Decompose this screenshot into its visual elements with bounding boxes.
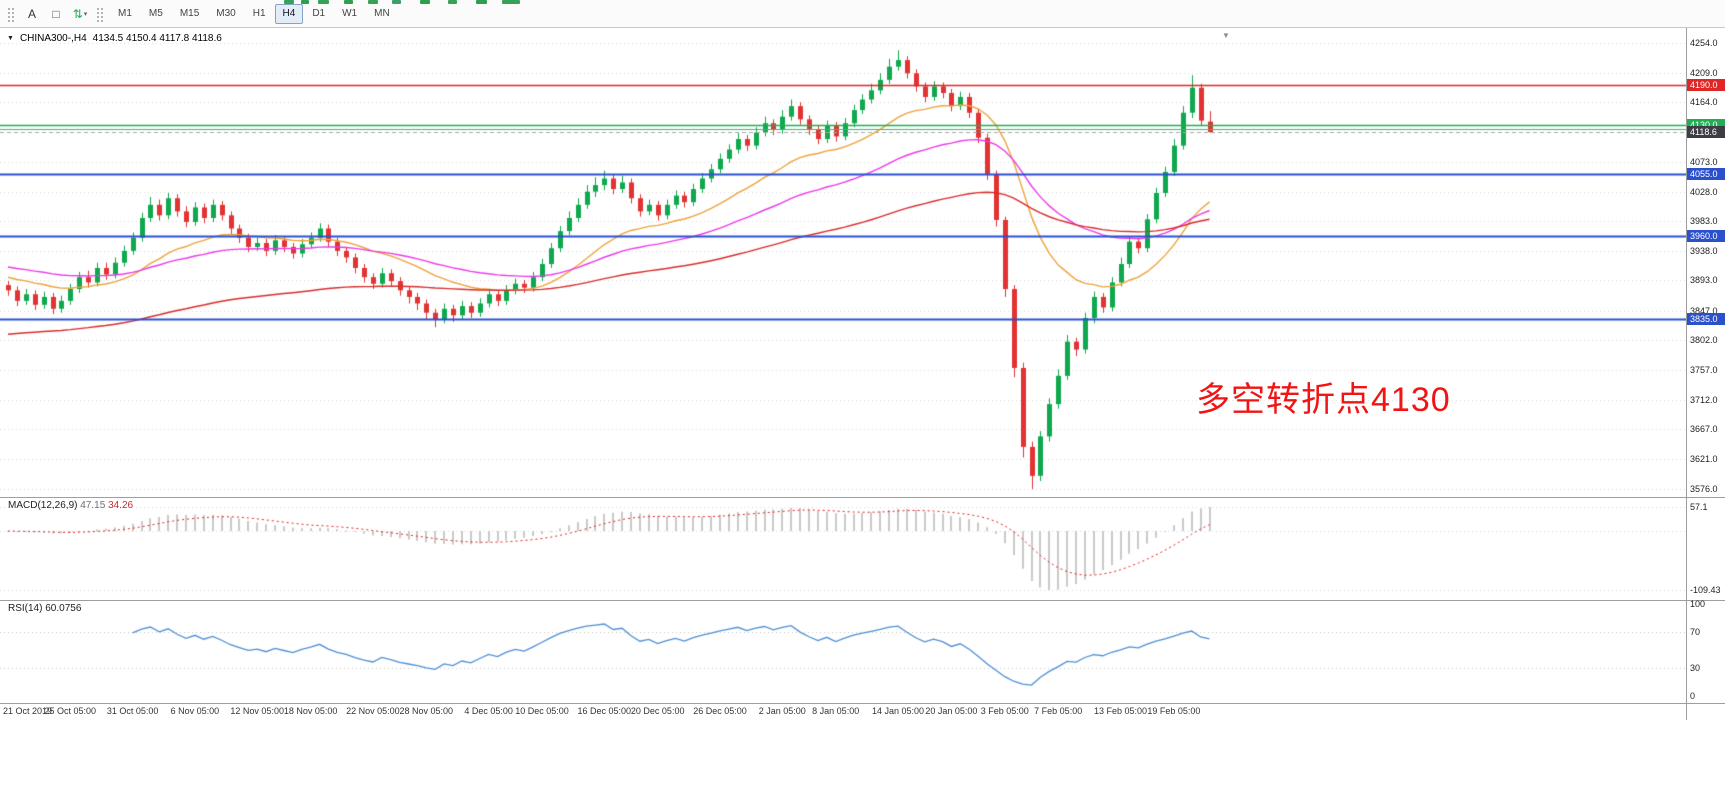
timeframe-button-m30[interactable]: M30 — [216, 8, 236, 19]
price-tick-label: 4073.0 — [1690, 157, 1718, 168]
price-badge: 3960.0 — [1687, 230, 1725, 243]
price-badge: 3835.0 — [1687, 312, 1725, 325]
time-axis-label[interactable]: 2 Jan 05:00 — [758, 706, 806, 716]
rsi-scale-label: 100 — [1690, 599, 1706, 609]
tool-button-text-box[interactable]: □ — [45, 3, 67, 25]
clipped-icon-fragment — [301, 0, 309, 4]
chevron-down-icon: ▾ — [83, 10, 88, 18]
time-axis-label[interactable]: 21 Oct 2019 — [3, 706, 53, 716]
time-axis-label[interactable]: 20 Jan 05:00 — [925, 706, 978, 716]
clipped-icon-fragment — [318, 0, 329, 4]
price-tick-label: 4164.0 — [1690, 97, 1718, 108]
time-axis-label[interactable]: 19 Feb 05:00 — [1147, 706, 1201, 716]
text-box-icon: □ — [52, 6, 60, 21]
macd-label: MACD(12,26,9) 47.15 34.26 — [8, 500, 133, 511]
chart-annotation-text[interactable]: 多空转折点4130 — [1196, 381, 1451, 419]
time-axis-label[interactable]: 22 Nov 05:00 — [346, 706, 400, 716]
timeframe-button-mn[interactable]: MN — [374, 8, 390, 19]
macd-name: MACD(12,26,9) — [8, 500, 78, 511]
time-axis-label[interactable]: 3 Feb 05:00 — [980, 706, 1029, 716]
price-tick-label: 3576.0 — [1690, 484, 1718, 494]
tool-button-indicators[interactable]: ⇅ ▾ — [69, 3, 91, 25]
time-axis-label[interactable]: 20 Dec 05:00 — [630, 706, 685, 716]
clipped-icon-fragment — [368, 0, 378, 4]
rsi-scale-label: 30 — [1690, 663, 1701, 674]
price-tick-label: 4028.0 — [1690, 186, 1718, 197]
rsi-label: RSI(14) 60.0756 — [8, 603, 81, 614]
chart-title: ▼ CHINA300-,H4 4134.5 4150.4 4117.8 4118… — [7, 33, 222, 44]
toolbar-tools: A □ ⇅ ▾ — [21, 3, 91, 25]
price-tick-label: 3847.0 — [1690, 305, 1718, 316]
timeframe-button-d1[interactable]: D1 — [312, 8, 326, 19]
clipped-icon-fragment — [448, 0, 457, 4]
price-tick-label: 3938.0 — [1690, 245, 1718, 256]
macd-signal-value: 34.26 — [108, 500, 134, 511]
price-axis-separator — [1686, 28, 1687, 720]
toolbar-grip-2[interactable] — [96, 5, 105, 22]
time-axis-label[interactable]: 7 Feb 05:00 — [1034, 706, 1083, 716]
time-axis-label[interactable]: 16 Dec 05:00 — [577, 706, 632, 716]
timeframe-button-h4[interactable]: H4 — [274, 3, 304, 24]
time-axis-label[interactable]: 31 Oct 05:00 — [106, 706, 159, 716]
clipped-icon-fragment — [344, 0, 353, 4]
price-tick-label: 3893.0 — [1690, 275, 1718, 286]
time-axis-label[interactable]: 13 Feb 05:00 — [1093, 706, 1148, 716]
time-axis-label[interactable]: 8 Jan 05:00 — [812, 706, 860, 716]
price-chart-canvas[interactable] — [0, 28, 1686, 497]
timeframe-button-m1[interactable]: M1 — [118, 8, 132, 19]
price-tick-label: 4254.0 — [1690, 38, 1718, 48]
macd-scale-label: -109.43 — [1690, 585, 1721, 595]
time-axis-label[interactable]: 25 Oct 05:00 — [44, 706, 97, 716]
timeframe-bar: M1 M5 M15 M30 H1 H4 D1 W1 MN — [110, 3, 399, 24]
price-tick-label: 3621.0 — [1690, 454, 1718, 465]
clipped-icon-fragment — [502, 0, 520, 4]
macd-panel-divider[interactable] — [0, 497, 1725, 498]
rsi-scale-label: 70 — [1690, 626, 1701, 637]
time-axis-label[interactable]: 6 Nov 05:00 — [170, 706, 220, 716]
time-axis-divider — [0, 703, 1725, 704]
rsi-scale-label: 0 — [1690, 691, 1696, 701]
main-toolbar: A □ ⇅ ▾ M1 M5 M15 M30 H1 H4 D1 W1 MN — [0, 0, 1725, 28]
symbol-timeframe-label: CHINA300-,H4 — [19, 33, 87, 44]
rsi-name: RSI(14) — [8, 603, 43, 614]
rsi-panel-divider[interactable] — [0, 600, 1725, 601]
price-tick-label: 3802.0 — [1690, 335, 1718, 346]
cursor-a-icon: A — [27, 6, 36, 21]
chart-shift-marker[interactable]: ▼ — [1222, 31, 1230, 40]
macd-main-value: 47.15 — [80, 500, 106, 511]
time-axis-label[interactable]: 18 Nov 05:00 — [283, 706, 338, 716]
time-axis-label[interactable]: 26 Dec 05:00 — [693, 706, 747, 716]
price-badge: 4190.0 — [1687, 79, 1725, 92]
time-axis-label[interactable]: 10 Dec 05:00 — [515, 706, 569, 716]
clipped-icon-fragment — [476, 0, 487, 4]
clipped-icon-fragment — [284, 0, 294, 4]
symbol-dropdown-icon[interactable]: ▼ — [7, 35, 14, 42]
price-tick-label: 3667.0 — [1690, 424, 1718, 435]
price-tick-label: 3983.0 — [1690, 216, 1718, 227]
timeframe-button-w1[interactable]: W1 — [342, 8, 358, 19]
timeframe-button-m5[interactable]: M5 — [148, 8, 163, 19]
price-badge: 4118.6 — [1687, 126, 1725, 139]
time-axis-label[interactable]: 14 Jan 05:00 — [871, 706, 925, 716]
ohlc-values: 4134.5 4150.4 4117.8 4118.6 — [92, 33, 222, 44]
timeframe-button-h1[interactable]: H1 — [252, 8, 266, 19]
toolbar-grip[interactable] — [7, 5, 16, 22]
timeframe-button-m15[interactable]: M15 — [179, 8, 200, 19]
price-tick-label: 3757.0 — [1690, 364, 1718, 375]
time-axis-label[interactable]: 4 Dec 05:00 — [464, 706, 513, 716]
time-axis-label[interactable]: 12 Nov 05:00 — [230, 706, 284, 716]
price-tick-label: 4209.0 — [1690, 67, 1718, 78]
indicators-icon: ⇅ — [72, 6, 83, 21]
macd-chart-canvas[interactable] — [0, 497, 1686, 600]
clipped-icon-fragment — [392, 0, 401, 4]
price-tick-label: 3712.0 — [1690, 394, 1718, 405]
time-axis-label[interactable]: 28 Nov 05:00 — [399, 706, 454, 716]
macd-scale-label: 57.1 — [1690, 502, 1708, 512]
rsi-value: 60.0756 — [45, 603, 82, 614]
price-badge: 4055.0 — [1687, 167, 1725, 180]
tool-button-cursor-a[interactable]: A — [21, 3, 43, 25]
rsi-chart-canvas[interactable] — [0, 600, 1686, 703]
clipped-icon-fragment — [420, 0, 430, 4]
